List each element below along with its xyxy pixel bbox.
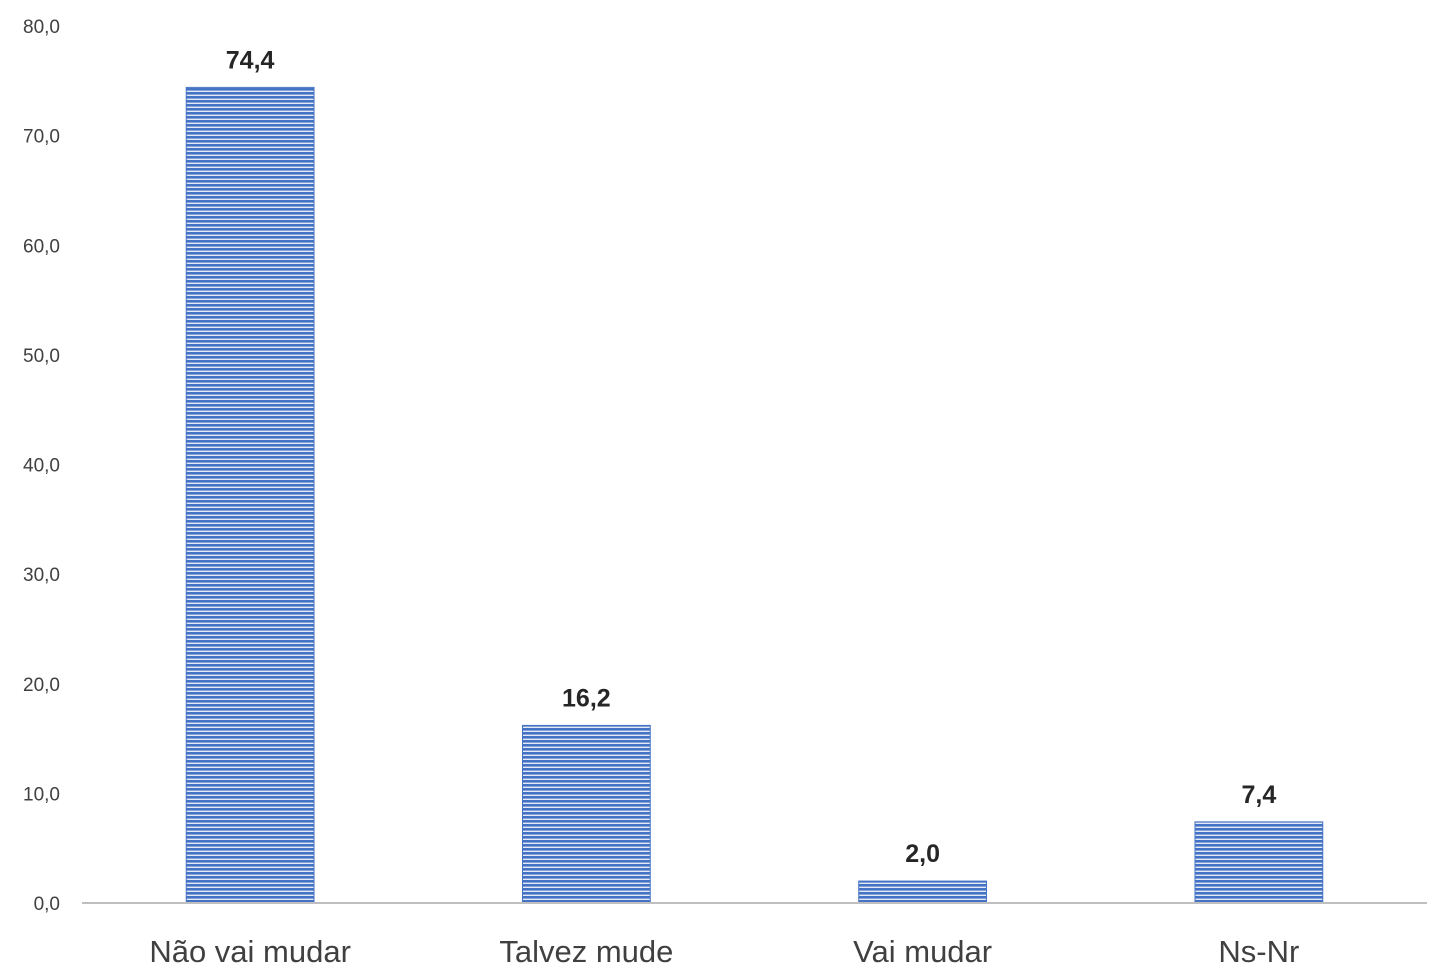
bar — [858, 880, 988, 904]
y-tick-label: 80,0 — [23, 17, 60, 38]
data-label: 74,4 — [226, 46, 275, 74]
bars — [185, 86, 1324, 904]
y-tick-label: 20,0 — [23, 675, 60, 696]
y-tick-label: 30,0 — [23, 565, 60, 586]
y-axis-ticks: 0,0 10,0 20,0 30,0 40,0 50,0 60,0 70,0 80,0 — [23, 17, 60, 915]
category-labels: Não vai mudar Talvez mude Vai mudar Ns-Nr — [149, 934, 1299, 968]
y-tick-label: 40,0 — [23, 456, 60, 477]
data-label: 16,2 — [562, 684, 611, 712]
x-category-label: Não vai mudar — [149, 934, 351, 968]
bar — [521, 724, 651, 904]
data-labels: 74,4 16,2 2,0 7,4 — [226, 46, 1277, 868]
bar — [185, 86, 315, 904]
data-label: 2,0 — [905, 840, 940, 868]
y-tick-label: 60,0 — [23, 236, 60, 257]
x-category-label: Talvez mude — [499, 934, 673, 968]
x-category-label: Vai mudar — [853, 934, 992, 968]
y-tick-label: 0,0 — [34, 894, 60, 915]
bar — [1194, 821, 1324, 904]
x-category-label: Ns-Nr — [1218, 934, 1299, 968]
data-label: 7,4 — [1241, 781, 1276, 809]
y-tick-label: 50,0 — [23, 346, 60, 367]
y-tick-label: 10,0 — [23, 784, 60, 805]
y-tick-label: 70,0 — [23, 127, 60, 148]
